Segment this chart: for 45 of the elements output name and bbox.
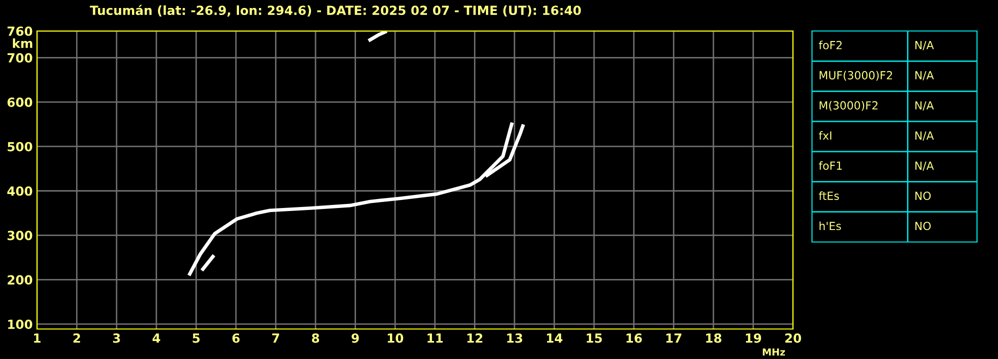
x-tick-label: 6 <box>232 333 240 343</box>
text: N/A <box>915 41 934 50</box>
x-tick-label: 3 <box>113 333 120 343</box>
x-tick-label: 2 <box>73 333 80 343</box>
text: ftEs <box>818 191 839 200</box>
x-tick-label: 10 <box>388 333 404 343</box>
y-tick-label: 100 <box>8 320 32 330</box>
x-tick-label: 13 <box>507 333 522 343</box>
text: M(3000)F2 <box>820 100 878 111</box>
y-tick-label: 700 <box>8 53 32 63</box>
y-tick-label: 760 <box>8 26 32 36</box>
x-tick-label: 9 <box>352 333 359 343</box>
x-tick-label: 15 <box>586 334 602 343</box>
text: N/A <box>915 101 934 110</box>
y-tick-label: 300 <box>8 230 32 240</box>
chart-title: Tucumán (lat: -26.9, lon: 294.6) - DATE: 2025 02 07 - TIME (UT): 16:40 <box>90 4 581 17</box>
text: foF2 <box>818 40 842 50</box>
text: NO <box>915 192 931 200</box>
y-tick-label: 500 <box>8 142 32 152</box>
x-tick-label: 14 <box>546 334 562 343</box>
text: fxI <box>818 131 832 140</box>
text: NO <box>915 222 931 230</box>
text: N/A <box>915 71 934 80</box>
x-tick-label: 12 <box>467 333 482 343</box>
x-tick-label: 16 <box>626 333 642 343</box>
x-axis-title: MHz <box>762 348 785 356</box>
text: N/A <box>915 162 934 171</box>
y-axis-title: km <box>12 38 32 48</box>
x-tick-label: 4 <box>152 334 160 343</box>
x-tick-label: 11 <box>428 334 443 343</box>
text: N/A <box>915 131 934 141</box>
x-tick-label: 1 <box>34 334 40 343</box>
y-tick-label: 400 <box>7 186 32 196</box>
x-tick-label: 5 <box>192 334 200 343</box>
y-tick-label: 600 <box>8 98 32 107</box>
x-tick-label: 20 <box>785 333 802 343</box>
text: h'Es <box>820 222 841 230</box>
x-tick-label: 7 <box>272 334 280 343</box>
x-tick-label: 18 <box>706 333 722 343</box>
x-tick-label: 8 <box>312 333 320 343</box>
text: foF1 <box>818 161 842 170</box>
y-tick-label: 200 <box>8 275 32 285</box>
x-tick-label: 17 <box>666 334 682 343</box>
x-tick-label: 19 <box>746 333 762 343</box>
text: MUF(3000)F2 <box>820 70 892 81</box>
